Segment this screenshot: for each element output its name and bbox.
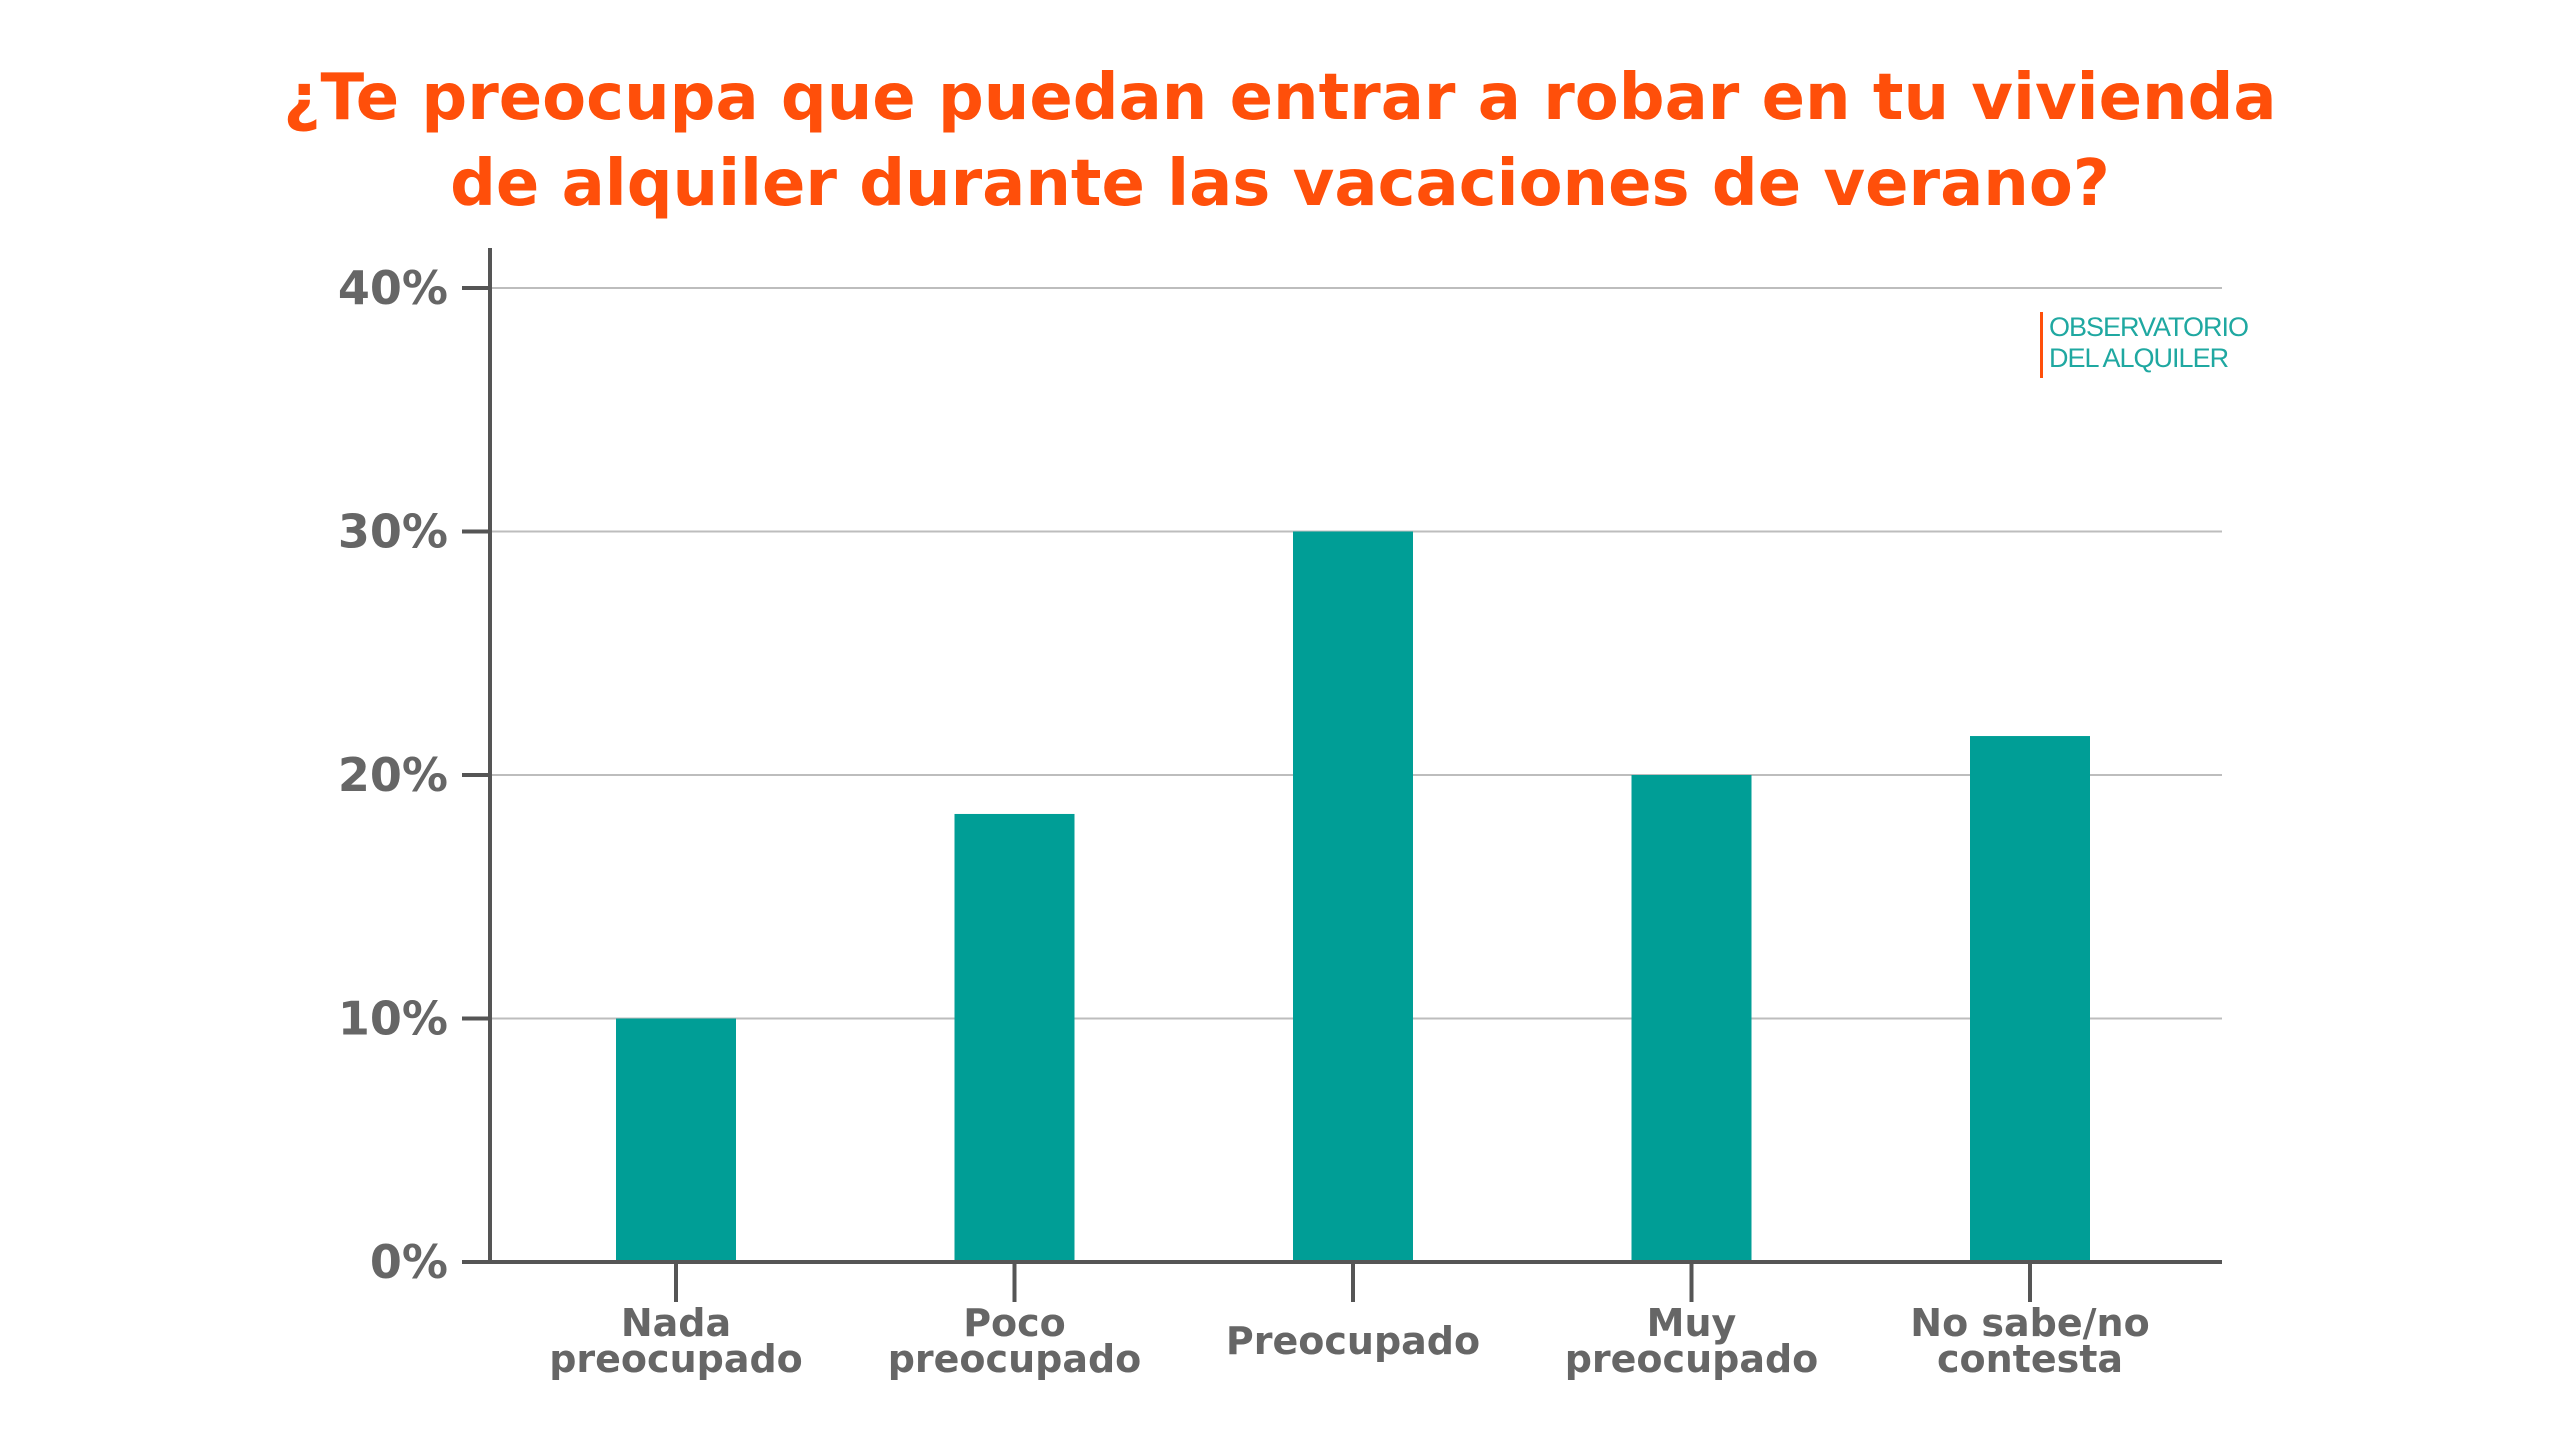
axes xyxy=(462,248,2222,1302)
x-tick-label: Preocupado xyxy=(1226,1319,1480,1363)
y-tick-label: 40% xyxy=(338,261,448,315)
y-tick-label: 0% xyxy=(370,1235,448,1289)
bar xyxy=(1631,775,1752,1262)
logo-line-2: DEL ALQUILER xyxy=(2049,343,2229,373)
y-tick-labels: 0% 10% 20% 30% 40% xyxy=(338,261,448,1289)
chart-title-line-2: de alquiler durante las vacaciones de ve… xyxy=(450,147,2110,221)
bar xyxy=(1293,531,1413,1262)
bar xyxy=(1970,736,2090,1262)
bars xyxy=(616,531,2090,1262)
x-tick-label-line: No sabe/no xyxy=(1910,1301,2149,1345)
x-tick-label-line: Poco xyxy=(963,1301,1066,1345)
x-tick-label: Poco preocupado xyxy=(888,1301,1142,1381)
observatorio-logo: OBSERVATORIO DEL ALQUILER xyxy=(2040,312,2249,378)
chart-title: ¿Te preocupa que puedan entrar a robar e… xyxy=(0,55,2560,227)
x-tick-label-line: Nada xyxy=(621,1301,731,1345)
chart-title-line-1: ¿Te preocupa que puedan entrar a robar e… xyxy=(283,61,2277,135)
x-tick-label: No sabe/no contesta xyxy=(1910,1301,2149,1381)
x-tick-label-line: preocupado xyxy=(1565,1337,1819,1381)
logo-line-1: OBSERVATORIO xyxy=(2049,312,2249,342)
bar xyxy=(954,813,1075,1262)
x-tick-label: Nada preocupado xyxy=(549,1301,803,1381)
x-tick-label-line: preocupado xyxy=(888,1337,1142,1381)
x-tick-label: Muy preocupado xyxy=(1565,1301,1819,1381)
x-tick-label-line: contesta xyxy=(1937,1337,2123,1381)
x-tick-label-line: Preocupado xyxy=(1226,1319,1480,1363)
x-tick-label-line: Muy xyxy=(1647,1301,1737,1345)
y-tick-label: 20% xyxy=(338,748,448,802)
bar xyxy=(616,1018,736,1262)
x-tick-label-line: preocupado xyxy=(549,1337,803,1381)
y-tick-label: 30% xyxy=(338,505,448,559)
y-tick-label: 10% xyxy=(338,992,448,1046)
